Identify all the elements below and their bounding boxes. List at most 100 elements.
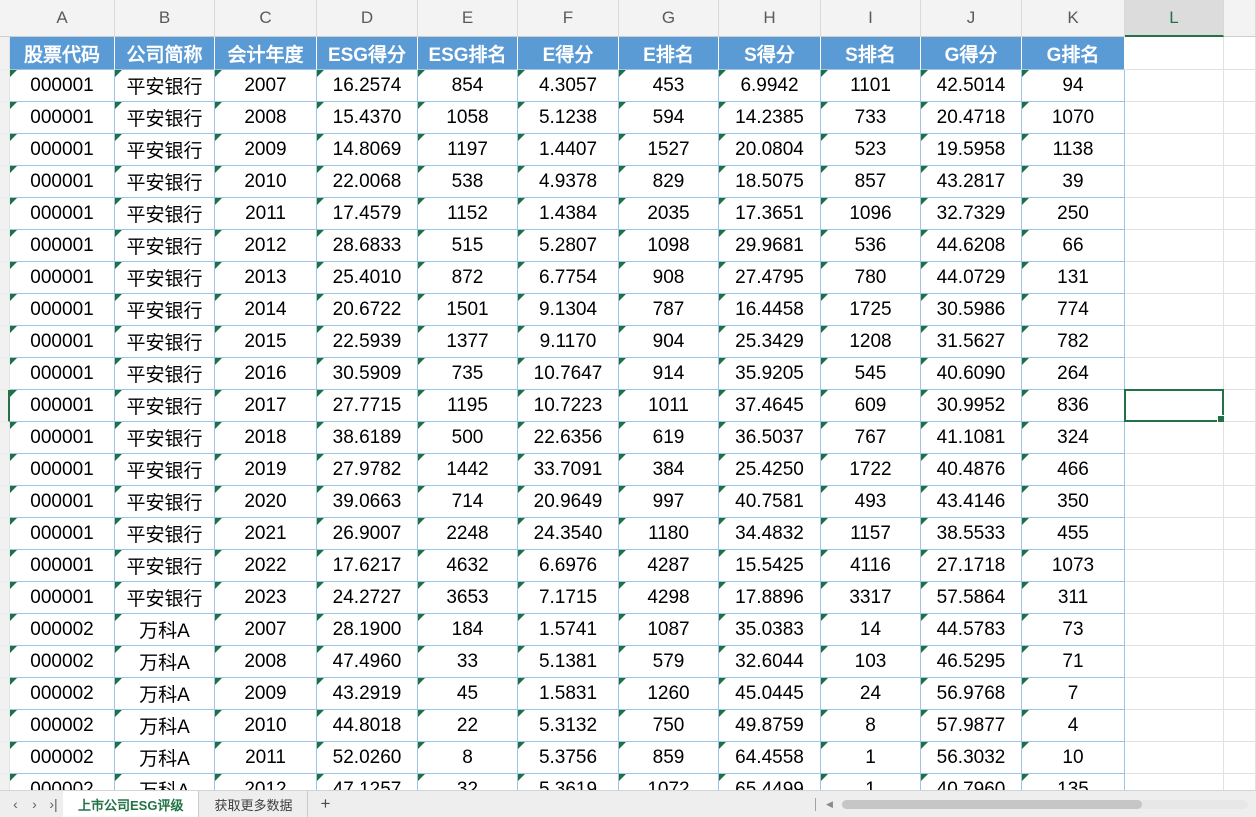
cell[interactable]: 515 [418, 230, 518, 262]
cell[interactable]: 2022 [215, 550, 317, 582]
cell-empty[interactable] [1125, 454, 1224, 486]
cell[interactable]: 17.6217 [317, 550, 418, 582]
cell[interactable]: 万科A [115, 646, 215, 678]
cell[interactable]: 9.1304 [518, 294, 619, 326]
cell[interactable]: 3317 [821, 582, 921, 614]
cell[interactable]: 1260 [619, 678, 719, 710]
cell[interactable]: 32 [418, 774, 518, 790]
cell[interactable]: 324 [1022, 422, 1125, 454]
cell[interactable]: 000001 [10, 166, 115, 198]
cell[interactable]: 000001 [10, 582, 115, 614]
cell[interactable]: 545 [821, 358, 921, 390]
header-cell[interactable]: E得分 [518, 37, 619, 70]
cell[interactable]: 750 [619, 710, 719, 742]
cell-empty[interactable] [1125, 198, 1224, 230]
row-gutter[interactable] [0, 102, 10, 134]
cell[interactable]: 000002 [10, 742, 115, 774]
row-gutter[interactable] [0, 774, 10, 790]
cell[interactable]: 2007 [215, 614, 317, 646]
cell[interactable]: 2012 [215, 230, 317, 262]
row-gutter[interactable] [0, 390, 10, 422]
column-header-k[interactable]: K [1022, 0, 1125, 37]
row-gutter[interactable] [0, 70, 10, 102]
row-gutter[interactable] [0, 614, 10, 646]
header-cell[interactable]: 公司简称 [115, 37, 215, 70]
cell[interactable]: 18.5075 [719, 166, 821, 198]
cell[interactable]: 2035 [619, 198, 719, 230]
cell[interactable]: 26.9007 [317, 518, 418, 550]
cell[interactable]: 1138 [1022, 134, 1125, 166]
cell[interactable]: 47.4960 [317, 646, 418, 678]
cell[interactable]: 523 [821, 134, 921, 166]
row-gutter[interactable] [0, 166, 10, 198]
row-gutter[interactable] [0, 454, 10, 486]
cell[interactable]: 2009 [215, 134, 317, 166]
cell-empty[interactable] [1124, 389, 1225, 423]
cell[interactable]: 1208 [821, 326, 921, 358]
row-gutter[interactable] [0, 326, 10, 358]
header-cell[interactable]: 会计年度 [215, 37, 317, 70]
cell[interactable]: 8 [821, 710, 921, 742]
cell[interactable]: 2010 [215, 166, 317, 198]
cell[interactable]: 40.4876 [921, 454, 1022, 486]
cell[interactable]: 2008 [215, 102, 317, 134]
cell[interactable]: 33 [418, 646, 518, 678]
cell[interactable]: 14.8069 [317, 134, 418, 166]
cell[interactable]: 000001 [10, 230, 115, 262]
cell[interactable]: 平安银行 [115, 262, 215, 294]
cell-empty[interactable] [1224, 582, 1256, 614]
cell[interactable]: 平安银行 [115, 134, 215, 166]
cell[interactable]: 57.5864 [921, 582, 1022, 614]
cell[interactable]: 1.4407 [518, 134, 619, 166]
cell[interactable]: 4116 [821, 550, 921, 582]
cell[interactable]: 2021 [215, 518, 317, 550]
cell-empty[interactable] [1125, 262, 1224, 294]
cell[interactable]: 万科A [115, 614, 215, 646]
cell[interactable]: 2016 [215, 358, 317, 390]
cell[interactable]: 1195 [418, 390, 518, 422]
cell-empty[interactable] [1224, 518, 1256, 550]
cell-empty[interactable] [1224, 774, 1256, 790]
cell[interactable]: 311 [1022, 582, 1125, 614]
cell[interactable]: 14.2385 [719, 102, 821, 134]
cell[interactable]: 536 [821, 230, 921, 262]
cell[interactable]: 2011 [215, 742, 317, 774]
cell-empty[interactable] [1125, 294, 1224, 326]
cell[interactable]: 平安银行 [115, 358, 215, 390]
row-gutter[interactable] [0, 134, 10, 166]
cell[interactable]: 27.9782 [317, 454, 418, 486]
add-sheet-button[interactable]: + [320, 794, 331, 813]
cell[interactable]: 25.4010 [317, 262, 418, 294]
cell[interactable]: 1377 [418, 326, 518, 358]
cell[interactable]: 6.7754 [518, 262, 619, 294]
cell[interactable]: 000002 [10, 646, 115, 678]
cell[interactable]: 1 [821, 742, 921, 774]
header-cell[interactable]: S排名 [821, 37, 921, 70]
cell[interactable]: 3653 [418, 582, 518, 614]
header-cell[interactable]: E排名 [619, 37, 719, 70]
cell[interactable]: 131 [1022, 262, 1125, 294]
cell[interactable]: 000001 [10, 294, 115, 326]
cell[interactable]: 493 [821, 486, 921, 518]
cell[interactable]: 22.5939 [317, 326, 418, 358]
cell[interactable]: 4632 [418, 550, 518, 582]
cell[interactable]: 31.5627 [921, 326, 1022, 358]
cell[interactable]: 14 [821, 614, 921, 646]
column-header-g[interactable]: G [619, 0, 719, 37]
cell[interactable]: 平安银行 [115, 582, 215, 614]
cell[interactable]: 36.5037 [719, 422, 821, 454]
cell[interactable]: 45 [418, 678, 518, 710]
cell[interactable]: 466 [1022, 454, 1125, 486]
cell[interactable]: 38.5533 [921, 518, 1022, 550]
cell[interactable]: 135 [1022, 774, 1125, 790]
cell-empty[interactable] [1125, 37, 1224, 70]
cell[interactable]: 17.8896 [719, 582, 821, 614]
row-gutter[interactable] [0, 294, 10, 326]
header-cell[interactable]: S得分 [719, 37, 821, 70]
cell[interactable]: 45.0445 [719, 678, 821, 710]
cell[interactable]: 455 [1022, 518, 1125, 550]
cell[interactable]: 2018 [215, 422, 317, 454]
cell[interactable]: 2013 [215, 262, 317, 294]
prev-sheet-icon[interactable]: ‹ [13, 796, 18, 812]
cell-empty[interactable] [1125, 326, 1224, 358]
